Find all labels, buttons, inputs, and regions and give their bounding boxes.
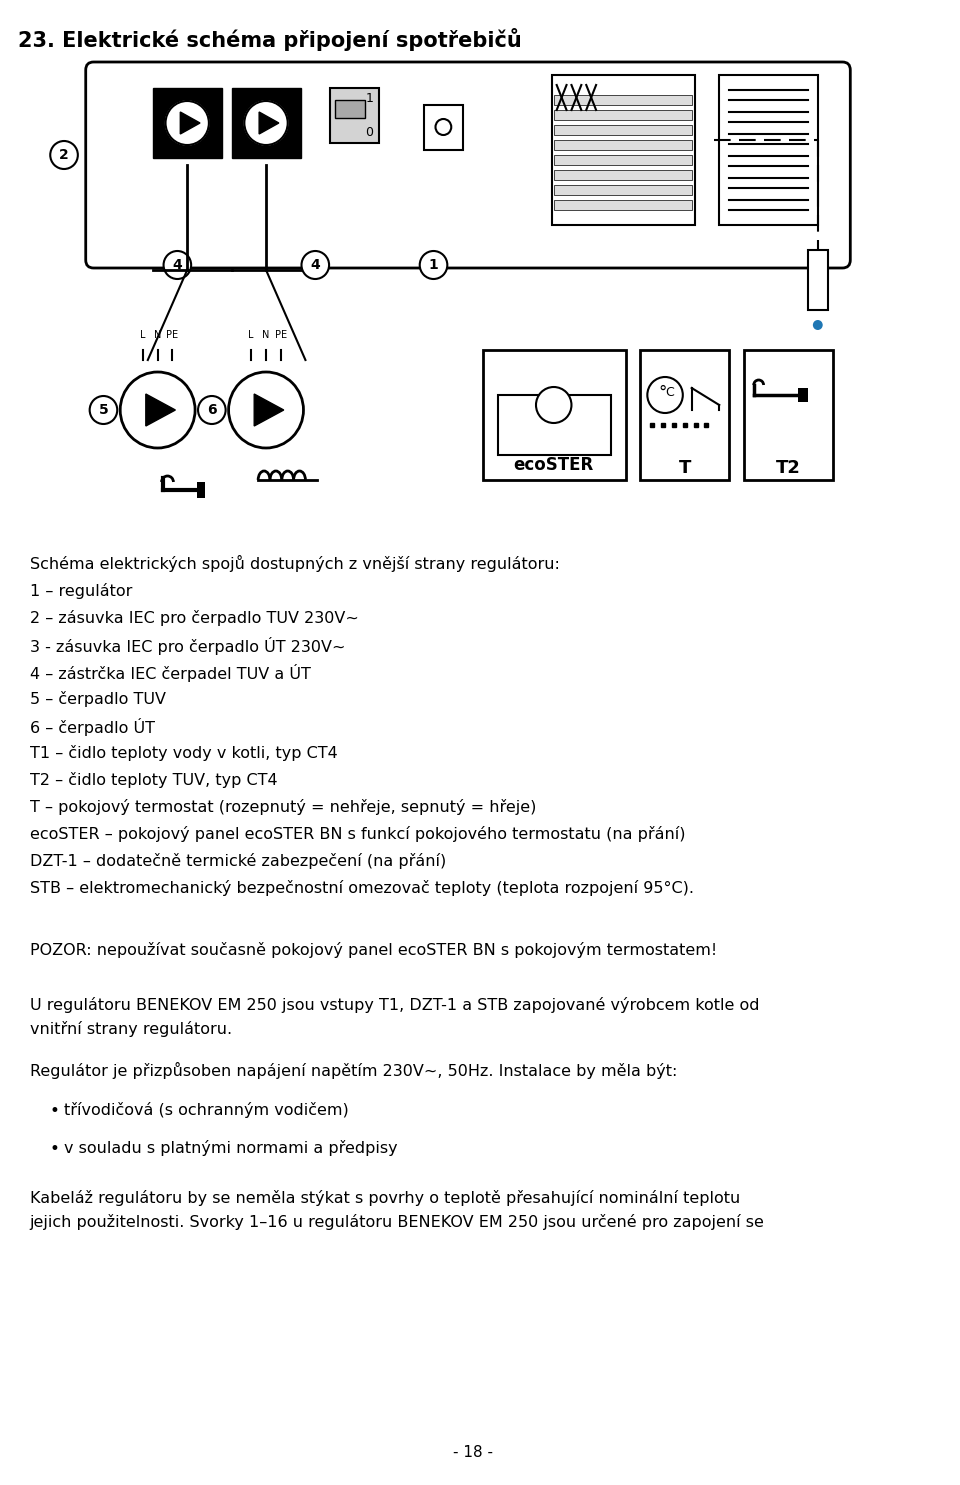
Bar (640, 350, 729, 480)
Bar (423, 105, 463, 150)
Text: U regulátoru BENEKOV EM 250 jsou vstupy T1, DZT-1 a STB zapojované výrobcem kotl: U regulátoru BENEKOV EM 250 jsou vstupy … (30, 996, 759, 1037)
Circle shape (228, 373, 303, 448)
Text: T – pokojový termostat (rozepnutý = nehřeje, sepnutý = hřeje): T – pokojový termostat (rozepnutý = nehř… (30, 799, 536, 815)
Text: •: • (49, 1102, 60, 1120)
Text: 6 – čerpadlo ÚT: 6 – čerpadlo ÚT (30, 719, 155, 737)
Text: C: C (665, 386, 674, 399)
Text: Kabeláž regulátoru by se neměla stýkat s povrhy o teplotě přesahující nominální : Kabeláž regulátoru by se neměla stýkat s… (30, 1189, 764, 1230)
Bar (744, 350, 832, 480)
Circle shape (198, 396, 226, 425)
Text: °: ° (658, 385, 666, 402)
Text: PE: PE (275, 330, 287, 340)
Text: •: • (49, 1140, 60, 1158)
Text: 4: 4 (310, 258, 321, 272)
Bar (231, 88, 300, 157)
Text: 2 – zásuvka IEC pro čerpadlo TUV 230V~: 2 – zásuvka IEC pro čerpadlo TUV 230V~ (30, 610, 358, 627)
Bar (554, 154, 691, 165)
Bar (554, 140, 691, 150)
Text: ecoSTER – pokojový panel ecoSTER BN s funkcí pokojového termostatu (na přání): ecoSTER – pokojový panel ecoSTER BN s fu… (30, 826, 685, 842)
Text: N: N (262, 330, 270, 340)
Text: 5: 5 (99, 402, 108, 417)
Text: 1 – regulátor: 1 – regulátor (30, 584, 132, 598)
Text: T2: T2 (776, 459, 801, 477)
Text: T: T (679, 459, 691, 477)
Text: - 18 -: - 18 - (453, 1445, 492, 1460)
Text: v souladu s platnými normami a předpisy: v souladu s platnými normami a předpisy (64, 1140, 397, 1155)
Text: 0: 0 (366, 126, 373, 140)
Bar (554, 200, 691, 209)
Bar (552, 76, 695, 226)
Bar (497, 395, 611, 454)
FancyBboxPatch shape (85, 62, 851, 267)
Text: T2 – čidlo teploty TUV, typ CT4: T2 – čidlo teploty TUV, typ CT4 (30, 772, 277, 789)
Text: 6: 6 (207, 402, 217, 417)
Bar (554, 125, 691, 135)
Text: 4 – zástrčka IEC čerpadel TUV a ÚT: 4 – zástrčka IEC čerpadel TUV a ÚT (30, 664, 310, 682)
Text: 2: 2 (60, 148, 69, 162)
Polygon shape (254, 394, 284, 426)
Text: třívodičová (s ochranným vodičem): třívodičová (s ochranným vodičem) (64, 1102, 348, 1118)
Bar (197, 483, 204, 497)
Bar (330, 88, 379, 143)
Circle shape (420, 251, 447, 279)
Text: Schéma elektrických spojů dostupných z vnější strany regulátoru:: Schéma elektrických spojů dostupných z v… (30, 555, 560, 572)
Polygon shape (146, 394, 176, 426)
Bar (554, 169, 691, 180)
Bar (335, 99, 365, 117)
Polygon shape (180, 111, 200, 134)
Bar (808, 249, 828, 310)
Text: 1: 1 (429, 258, 439, 272)
Bar (554, 186, 691, 195)
Text: T1 – čidlo teploty vody v kotli, typ CT4: T1 – čidlo teploty vody v kotli, typ CT4 (30, 745, 337, 760)
Text: 5 – čerpadlo TUV: 5 – čerpadlo TUV (30, 691, 165, 707)
Text: 3 - zásuvka IEC pro čerpadlo ÚT 230V~: 3 - zásuvka IEC pro čerpadlo ÚT 230V~ (30, 637, 345, 655)
Circle shape (163, 251, 191, 279)
Text: POZOR: nepoužívat současně pokojový panel ecoSTER BN s pokojovým termostatem!: POZOR: nepoužívat současně pokojový pane… (30, 941, 717, 958)
Bar (483, 350, 626, 480)
Polygon shape (259, 111, 278, 134)
Circle shape (536, 388, 571, 423)
Circle shape (301, 251, 329, 279)
Text: ecoSTER: ecoSTER (514, 456, 594, 474)
Bar (719, 76, 818, 226)
Bar (153, 88, 222, 157)
Text: STB – elektromechanický bezpečnostní omezovač teploty (teplota rozpojení 95°C).: STB – elektromechanický bezpečnostní ome… (30, 881, 693, 895)
Circle shape (120, 373, 195, 448)
Circle shape (89, 396, 117, 425)
Text: PE: PE (166, 330, 179, 340)
Text: 4: 4 (173, 258, 182, 272)
Bar (798, 388, 808, 402)
Circle shape (245, 101, 288, 146)
Circle shape (165, 101, 209, 146)
Bar (554, 95, 691, 105)
Text: DZT-1 – dodatečně termické zabezpečení (na přání): DZT-1 – dodatečně termické zabezpečení (… (30, 852, 445, 869)
Circle shape (813, 319, 823, 330)
Text: N: N (154, 330, 161, 340)
Circle shape (50, 141, 78, 169)
Text: L: L (249, 330, 254, 340)
Text: L: L (140, 330, 146, 340)
Text: 23. Elektrické schéma připojení spotřebičů: 23. Elektrické schéma připojení spotřebi… (17, 28, 521, 50)
Bar (554, 110, 691, 120)
Text: 1: 1 (366, 92, 373, 104)
Text: Regulátor je přizpůsoben napájení napětím 230V~, 50Hz. Instalace by měla být:: Regulátor je přizpůsoben napájení napětí… (30, 1062, 677, 1080)
